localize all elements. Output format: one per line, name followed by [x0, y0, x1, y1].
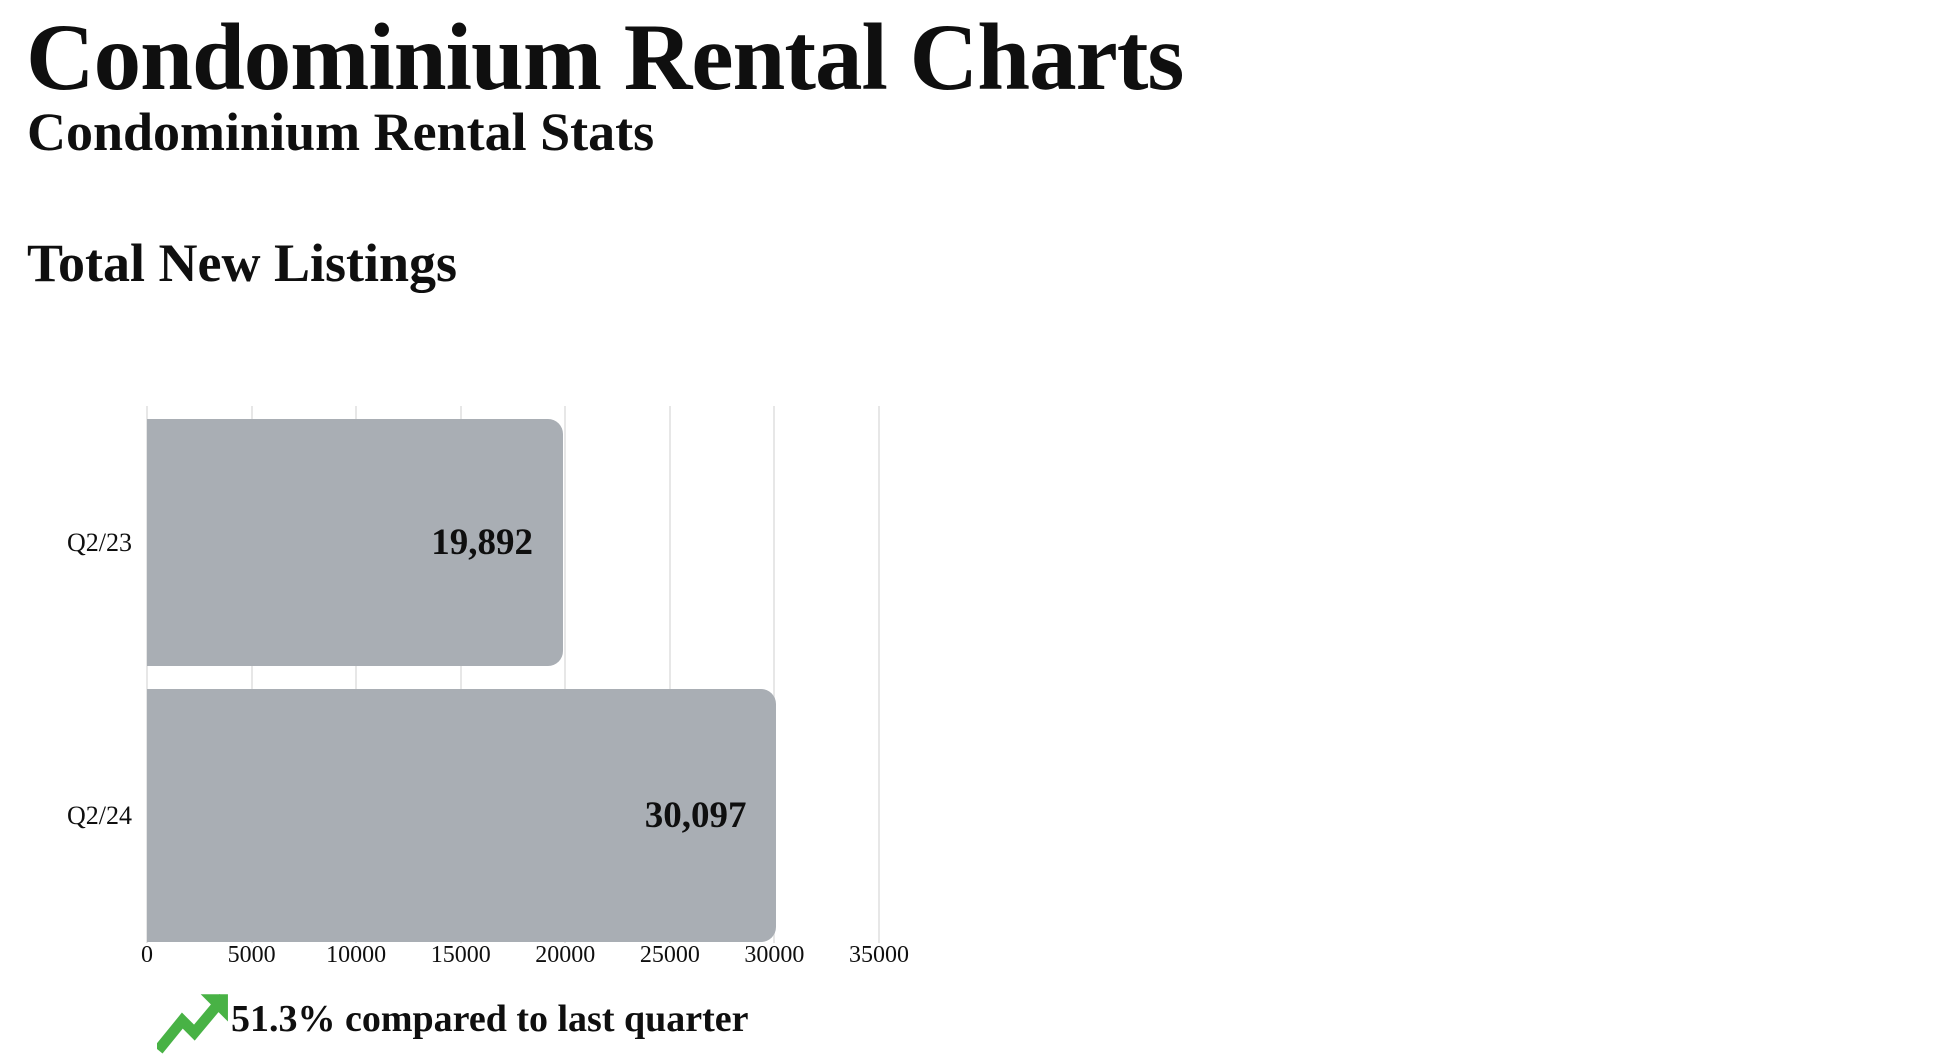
x-axis-tick-label: 10000: [326, 942, 387, 968]
grid-line: [459, 406, 462, 943]
x-axis-tick-label: 20000: [535, 942, 596, 968]
grid-line: [146, 406, 148, 943]
chart-title: Total New Listings: [27, 233, 458, 293]
bar: 19,892: [147, 419, 564, 666]
page-subtitle: Condominium Rental Stats: [27, 102, 655, 162]
grid-line: [773, 406, 776, 943]
trend-row: 51.3% compared to last quarter: [157, 982, 749, 1056]
plot-area: 19,892 30,097: [146, 406, 887, 943]
bar: 30,097: [147, 689, 777, 942]
page-title: Condominium Rental Charts: [26, 4, 1184, 110]
trending-up-icon: [157, 994, 228, 1054]
grid-line: [668, 406, 671, 943]
grid-line: [250, 406, 253, 943]
x-axis-tick-label: 15000: [430, 942, 491, 968]
x-axis-tick-label: 35000: [849, 942, 909, 968]
grid-line: [878, 406, 880, 943]
bar-value-label: 19,892: [431, 522, 534, 563]
grid-line: [355, 406, 358, 943]
category-label: Q2/24: [67, 800, 132, 830]
x-axis-tick-label: 5000: [227, 942, 276, 968]
x-axis-tick-label: 0: [141, 942, 153, 968]
x-axis: 0 5000 10000 15000 20000 25000 30000 35000: [141, 942, 909, 972]
grid-line: [564, 406, 567, 943]
trend-text: 51.3% compared to last quarter: [231, 998, 749, 1040]
x-axis-tick-label: 30000: [744, 942, 805, 968]
x-axis-tick-label: 25000: [639, 942, 700, 968]
bar-value-label: 30,097: [644, 795, 747, 836]
category-label: Q2/23: [67, 527, 132, 557]
